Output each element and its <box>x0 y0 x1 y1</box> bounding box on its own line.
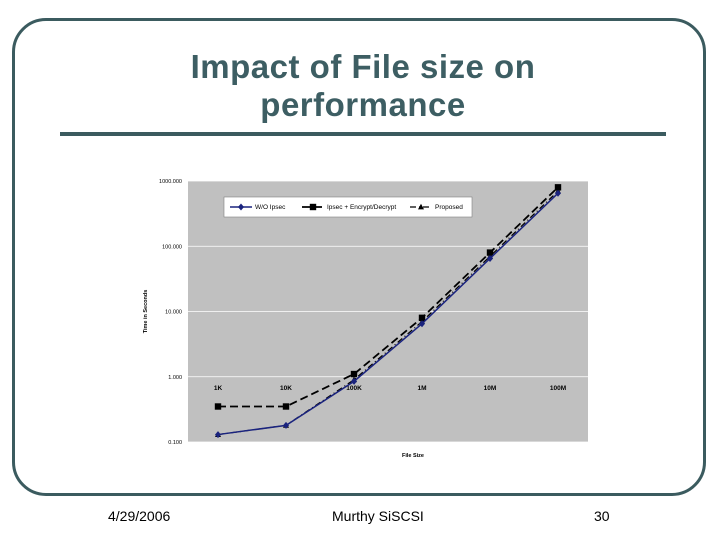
data-point-w-o-ipsec <box>351 377 357 385</box>
y-tick-label: 1000.000 <box>159 179 182 185</box>
y-tick-label: 1.000 <box>168 375 182 381</box>
footer-date: 4/29/2006 <box>108 508 171 524</box>
x-tick-label: 10K <box>280 385 292 392</box>
legend-label: Proposed <box>435 204 463 211</box>
y-tick-label: 0.100 <box>168 440 182 446</box>
x-tick-label: 10M <box>484 385 497 392</box>
footer-page-number: 30 <box>594 508 610 524</box>
x-tick-label: 100K <box>346 385 362 392</box>
legend-label: Ipsec + Encrypt/Decrypt <box>327 204 396 211</box>
legend-marker <box>309 203 317 211</box>
data-point-ipsec-encrypt-decrypt <box>486 249 494 256</box>
data-point-ipsec-encrypt-decrypt <box>350 370 358 378</box>
slide-title-line1: Impact of File size on <box>190 48 536 85</box>
y-tick-label: 10.000 <box>165 310 182 316</box>
data-point-ipsec-encrypt-decrypt <box>554 184 562 191</box>
data-point-w-o-ipsec <box>487 254 493 262</box>
slide-title: Impact of File size on performance <box>60 48 666 124</box>
legend-label: W/O Ipsec <box>255 204 286 211</box>
y-tick-label: 100.000 <box>162 244 182 250</box>
series-line-ipsec-encrypt-decrypt <box>218 186 559 408</box>
title-underline <box>60 132 666 136</box>
data-point-w-o-ipsec <box>283 421 289 429</box>
y-axis-label: Time in Seconds <box>143 290 149 334</box>
data-point-w-o-ipsec <box>215 431 221 439</box>
x-tick-label: 1M <box>417 385 426 392</box>
x-tick-label: 100M <box>550 385 566 392</box>
slide-frame <box>12 18 706 496</box>
legend-marker <box>418 203 424 210</box>
footer-author: Murthy SiSCSI <box>332 508 424 524</box>
data-point-ipsec-encrypt-decrypt <box>282 403 290 410</box>
slide-title-line2: performance <box>260 86 466 123</box>
data-point-w-o-ipsec <box>555 189 561 197</box>
x-tick-label: 1K <box>214 385 223 392</box>
legend-box <box>223 196 473 218</box>
x-axis-label: File Size <box>402 453 424 459</box>
performance-chart: 0.100 1.000 10.000 100.000 1000.000 1K 10K 100K… <box>143 179 588 459</box>
series-line-w-o-ipsec <box>217 192 559 436</box>
legend-marker <box>238 203 244 211</box>
data-point-w-o-ipsec <box>419 320 425 328</box>
data-point-ipsec-encrypt-decrypt <box>214 403 222 410</box>
data-point-ipsec-encrypt-decrypt <box>418 314 426 322</box>
